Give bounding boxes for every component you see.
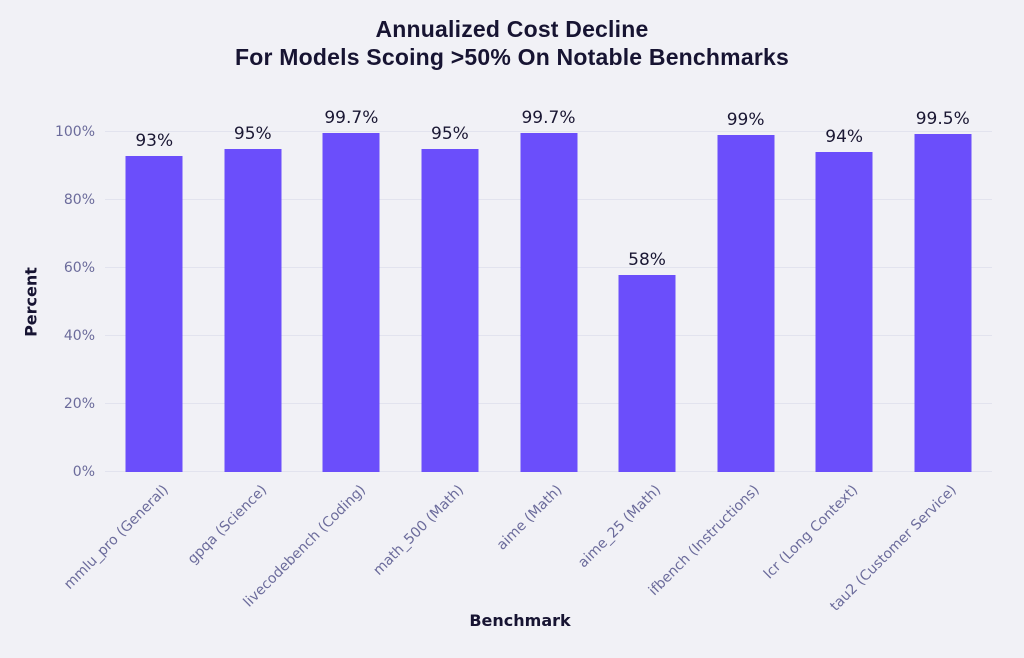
chart-title-line1: Annualized Cost Decline	[375, 16, 649, 42]
bar-value-label: 95%	[431, 124, 469, 144]
bar-value-label: 99.7%	[521, 108, 576, 129]
gridline	[105, 131, 992, 132]
y-tick-label: 20%	[63, 396, 95, 412]
bar: 99.5%	[914, 110, 972, 472]
bar: 99%	[717, 112, 775, 472]
x-tick-label: mmlu_pro (General)	[60, 482, 172, 593]
bar-value-label: 94%	[825, 127, 864, 148]
bar: 99.7%	[520, 110, 577, 472]
bar-value-label: 93%	[135, 130, 174, 151]
bar: 93%	[125, 132, 183, 472]
bar: 94%	[815, 129, 873, 472]
x-tick-label: gpqa (Science)	[184, 482, 271, 568]
bar-value-label: 99.5%	[915, 108, 970, 129]
bar-value-label: 99%	[726, 110, 765, 131]
x-tick-label: aime_25 (Math)	[575, 482, 665, 572]
y-axis-title: Percent	[21, 267, 41, 337]
x-tick-label: aime (Math)	[494, 482, 566, 554]
y-tick-label: 40%	[63, 328, 95, 344]
y-tick-label: 0%	[72, 464, 95, 480]
chart-title: Annualized Cost Decline For Models Scoin…	[0, 15, 1024, 71]
chart-title-line2: For Models Scoing >50% On Notable Benchm…	[235, 44, 789, 70]
y-tick-label: 60%	[63, 260, 95, 276]
y-tick-label: 80%	[63, 192, 95, 208]
bar: 99.7%	[322, 110, 380, 472]
bar-value-label: 58%	[628, 249, 666, 270]
x-tick-label: lcr (Long Context)	[761, 482, 862, 583]
y-tick-label: 100%	[54, 124, 95, 140]
x-tick-label: math_500 (Math)	[370, 482, 468, 579]
bar: 95%	[421, 126, 479, 472]
bar: 95%	[224, 126, 282, 472]
bar-value-label: 95%	[233, 124, 272, 144]
plot-area: 0% 20% 40% 60% 80% 100% 93% mmlu_pro (General) 9…	[55, 110, 992, 615]
bar-value-label: 99.7%	[324, 108, 379, 129]
x-axis-title: Benchmark	[469, 611, 571, 630]
x-tick-label: ifbench (Instructions)	[645, 482, 763, 599]
bar: 58%	[618, 251, 676, 472]
